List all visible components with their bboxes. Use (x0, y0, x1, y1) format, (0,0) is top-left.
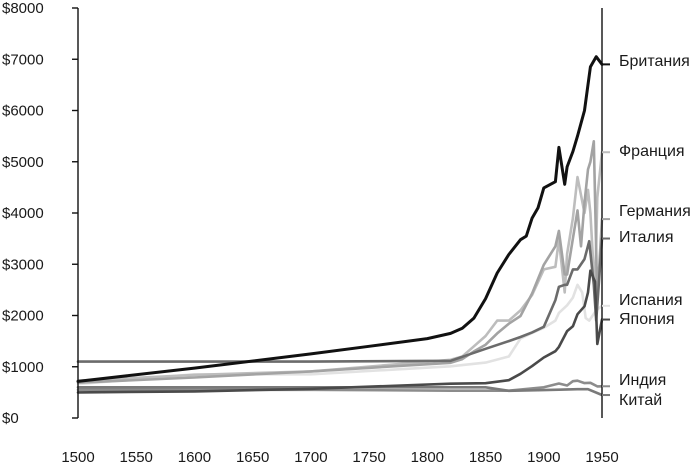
series-line-Британия (76, 55, 604, 383)
y-tick-label: $6000 (2, 103, 44, 120)
series-line-Япония (76, 269, 604, 394)
series-label-Франция: Франция (619, 143, 685, 160)
series-label-Британия: Британия (619, 53, 690, 70)
series-label-Германия: Германия (619, 203, 691, 220)
x-tick-label: 1650 (236, 449, 269, 466)
y-tick-label: $0 (2, 410, 19, 427)
series-line-Индия (76, 379, 604, 393)
x-tick-label: 1550 (120, 449, 153, 466)
x-tick-label: 1750 (352, 449, 385, 466)
series-label-Китай: Китай (619, 392, 662, 409)
y-tick-label: $4000 (2, 205, 44, 222)
series-label-Испания: Испания (619, 292, 683, 309)
y-tick-label: $7000 (2, 51, 44, 68)
x-tick-label: 1800 (411, 449, 444, 466)
y-tick-label: $3000 (2, 256, 44, 273)
x-tick-label: 1850 (469, 449, 502, 466)
y-tick-label: $5000 (2, 154, 44, 171)
series-line-Германия (76, 140, 604, 385)
series-line-Китай (76, 385, 604, 397)
x-tick-label: 1900 (527, 449, 560, 466)
series-label-Индия: Индия (619, 372, 666, 389)
series-label-Италия: Италия (619, 229, 673, 246)
series-label-Япония: Япония (619, 311, 675, 328)
x-tick-label: 1700 (294, 449, 327, 466)
labels-layer: Британия Франция Германия Италия Испания Япон… (602, 53, 691, 409)
series-line-Франция (76, 150, 604, 383)
x-tick-label: 1950 (585, 449, 618, 466)
series-line-Италия (76, 237, 604, 363)
axes-layer: $0 $1000 $2000 $3000 $4000 $5000 $6000 $7000 $80… (2, 0, 619, 466)
x-tick-label: 1500 (61, 449, 94, 466)
x-tick-label: 1600 (178, 449, 211, 466)
series-line-Испания (76, 283, 604, 386)
y-tick-label: $1000 (2, 359, 44, 376)
y-tick-label: $8000 (2, 0, 44, 17)
y-tick-label: $2000 (2, 308, 44, 325)
series-layer (76, 55, 604, 397)
